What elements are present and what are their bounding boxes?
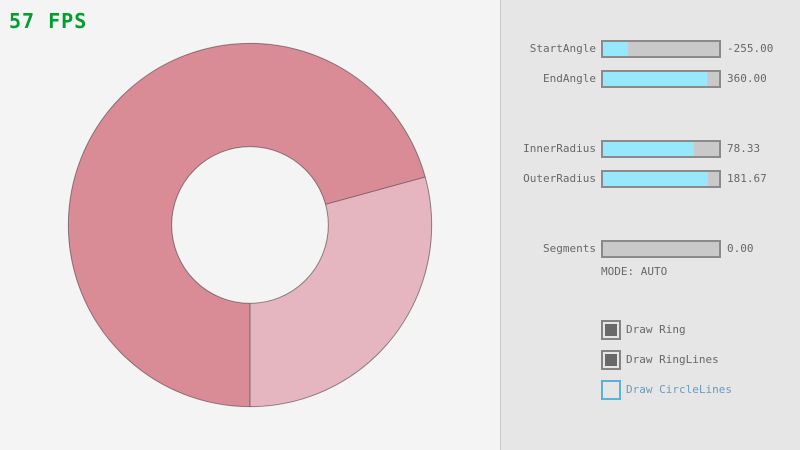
outer-radius-slider[interactable] (601, 170, 721, 188)
fps-counter: 57 FPS (9, 9, 88, 33)
start-angle-slider-fill (603, 42, 629, 56)
draw-ring-checkbox-check (605, 324, 617, 336)
inner-radius-value: 78.33 (727, 142, 761, 155)
draw-circlelines-label: Draw CircleLines (626, 383, 732, 396)
segments-mode-text: MODE: AUTO (601, 265, 668, 278)
end-angle-slider-fill (603, 72, 708, 86)
outer-radius-value: 181.67 (727, 172, 767, 185)
ring-drawing (67, 42, 433, 408)
segments-slider-row: Segments 0.00 (501, 240, 800, 258)
outer-radius-slider-row: OuterRadius 181.67 (501, 170, 800, 188)
ring-canvas (67, 42, 433, 408)
inner-radius-slider[interactable] (601, 140, 721, 158)
start-angle-slider-row: StartAngle -255.00 (501, 40, 800, 58)
end-angle-label: EndAngle (543, 72, 596, 85)
checkbox-row-draw-ring: Draw Ring (501, 320, 800, 340)
ring-boundary-line-upper-right (325, 176, 426, 205)
start-angle-label: StartAngle (529, 42, 596, 55)
checkbox-row-draw-circlelines: Draw CircleLines (501, 380, 800, 400)
start-angle-slider[interactable] (601, 40, 721, 58)
segments-label: Segments (543, 242, 596, 255)
draw-circlelines-checkbox[interactable] (601, 380, 621, 400)
draw-ring-label: Draw Ring (626, 323, 686, 336)
draw-ringlines-checkbox[interactable] (601, 350, 621, 370)
end-angle-value: 360.00 (727, 72, 767, 85)
outer-radius-slider-fill (603, 172, 709, 186)
ring-outer-outline (67, 42, 433, 408)
controls-panel: StartAngle -255.00 EndAngle 360.00 Inner… (500, 0, 800, 450)
segments-slider[interactable] (601, 240, 721, 258)
ring-inner-hole (171, 146, 329, 304)
draw-ring-checkbox[interactable] (601, 320, 621, 340)
inner-radius-slider-fill (603, 142, 694, 156)
segments-value: 0.00 (727, 242, 754, 255)
draw-ringlines-label: Draw RingLines (626, 353, 719, 366)
draw-ringlines-checkbox-check (605, 354, 617, 366)
end-angle-slider[interactable] (601, 70, 721, 88)
ring-light-segment (250, 177, 432, 407)
end-angle-slider-row: EndAngle 360.00 (501, 70, 800, 88)
inner-radius-slider-row: InnerRadius 78.33 (501, 140, 800, 158)
start-angle-value: -255.00 (727, 42, 774, 55)
checkbox-row-draw-ringlines: Draw RingLines (501, 350, 800, 370)
outer-radius-label: OuterRadius (523, 172, 596, 185)
inner-radius-label: InnerRadius (523, 142, 596, 155)
